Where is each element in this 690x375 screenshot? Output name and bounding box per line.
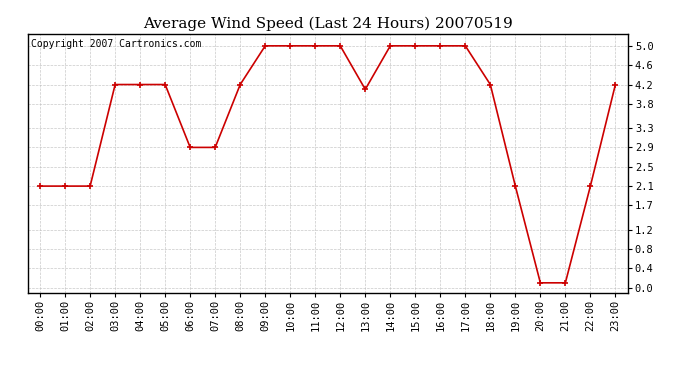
Title: Average Wind Speed (Last 24 Hours) 20070519: Average Wind Speed (Last 24 Hours) 20070… <box>143 17 513 31</box>
Text: Copyright 2007 Cartronics.com: Copyright 2007 Cartronics.com <box>30 39 201 49</box>
